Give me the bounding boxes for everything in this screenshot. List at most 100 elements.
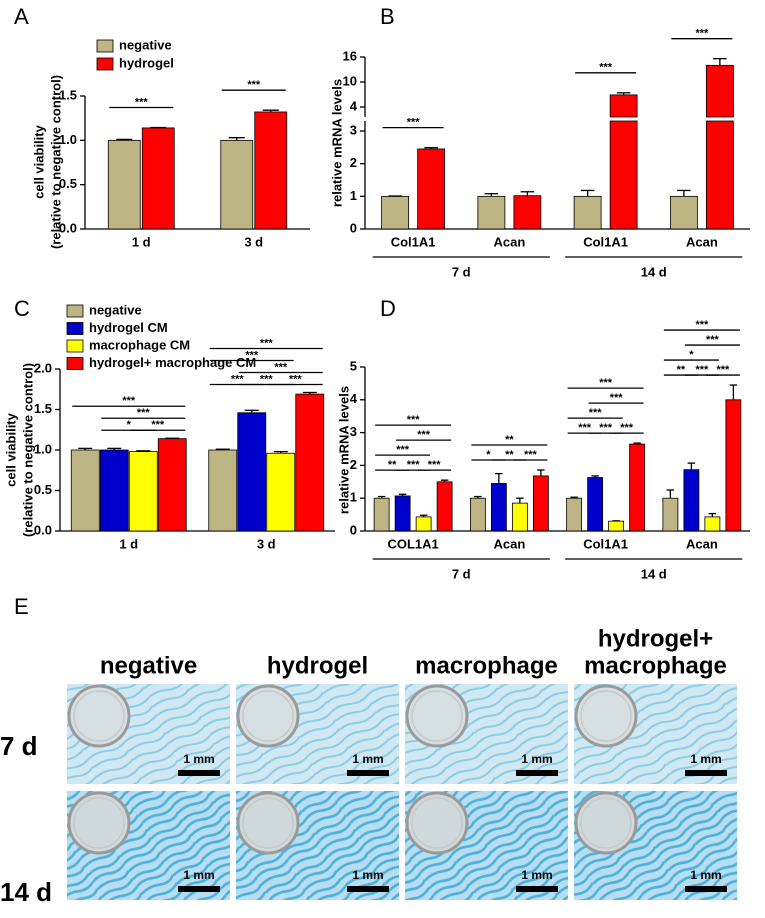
y-tick-label: 0	[350, 522, 357, 537]
scale-bar	[516, 886, 558, 892]
y-tick-label: 1.0	[59, 132, 77, 147]
x-tick-label: Col1A1	[391, 234, 436, 249]
bar	[237, 412, 267, 532]
x-tick-label: COL1A1	[387, 536, 438, 551]
y-axis-label: (relative to negative control)	[48, 75, 63, 249]
significance-label: ***	[260, 337, 274, 349]
scale-bar	[685, 770, 727, 776]
micrograph: 1 mm	[574, 791, 737, 900]
y-tick-label: 4	[350, 391, 358, 406]
bar	[415, 516, 432, 532]
significance-label: ***	[137, 407, 151, 419]
significance-label: *	[689, 349, 694, 361]
significance-label: ***	[695, 364, 709, 376]
well-inner	[73, 690, 125, 742]
group-label: 7 d	[452, 264, 471, 279]
scale-bar	[516, 770, 558, 776]
significance-label: ***	[407, 414, 421, 426]
bar	[417, 148, 446, 230]
significance-label: ***	[260, 373, 274, 385]
legend-swatch	[66, 357, 84, 370]
well-photo	[405, 791, 469, 855]
bar	[705, 64, 734, 118]
bar	[254, 111, 288, 230]
scale-bar-label: 1 mm	[521, 868, 552, 882]
y-tick-label: 16	[343, 48, 357, 63]
y-tick-label: 2.0	[34, 360, 52, 375]
well-inner	[580, 797, 632, 849]
significance-label: ***	[396, 444, 410, 456]
micrograph: 1 mm	[405, 791, 568, 900]
well-photo	[574, 684, 638, 748]
significance-label: ***	[610, 392, 624, 404]
significance-label: ***	[289, 373, 303, 385]
well-inner	[242, 797, 294, 849]
bar	[490, 483, 507, 532]
micrograph: 1 mm	[236, 684, 399, 784]
significance-label: ***	[122, 395, 136, 407]
bar	[266, 452, 296, 532]
significance-label: ***	[620, 422, 634, 434]
y-axis-label: (relative to negative control)	[20, 363, 35, 537]
significance-label: **	[677, 364, 686, 376]
bar	[513, 195, 542, 230]
bar	[532, 475, 549, 532]
x-tick-label: 1 d	[132, 234, 151, 249]
bar	[609, 94, 638, 118]
significance-label: **	[505, 434, 514, 446]
well-photo	[405, 684, 469, 748]
well-photo	[67, 791, 131, 855]
legend-swatch	[96, 39, 114, 53]
significance-label: ***	[274, 361, 288, 373]
well-inner	[73, 797, 125, 849]
legend-label: hydrogel+ macrophage CM	[89, 355, 256, 370]
legend-swatch	[66, 304, 84, 318]
x-tick-label: 3 d	[244, 234, 263, 249]
x-tick-label: Acan	[493, 234, 525, 249]
y-axis-label: relative mRNA levels	[329, 79, 344, 207]
scale-bar-label: 1 mm	[352, 752, 383, 766]
significance-label: ***	[695, 28, 709, 40]
bar	[107, 139, 141, 230]
bar	[70, 449, 100, 532]
bar	[725, 399, 742, 532]
well-photo	[67, 684, 131, 748]
y-tick-label: 10	[343, 73, 357, 88]
bar	[683, 469, 700, 532]
bar	[587, 477, 604, 532]
scale-bar-label: 1 mm	[690, 868, 721, 882]
column-header: hydrogel	[267, 652, 368, 679]
significance-label: ***	[599, 62, 613, 74]
scale-bar-label: 1 mm	[183, 868, 214, 882]
significance-label: ***	[428, 459, 442, 471]
bar	[629, 443, 646, 532]
bar	[295, 393, 325, 532]
scale-bar	[685, 886, 727, 892]
scale-bar-label: 1 mm	[352, 868, 383, 882]
scale-bar	[178, 886, 220, 892]
legend-label: negative	[119, 37, 172, 52]
significance-label: ***	[231, 373, 245, 385]
y-tick-label: 0.0	[34, 522, 52, 537]
significance-label: ***	[407, 117, 421, 129]
significance-label: ***	[599, 422, 613, 434]
y-tick-label: 3	[350, 122, 357, 137]
panel-letter: A	[14, 4, 29, 29]
bar	[511, 502, 528, 532]
well-inner	[580, 690, 632, 742]
group-label: 7 d	[452, 566, 471, 581]
panel-letter: C	[14, 296, 30, 321]
legend-label: hydrogel	[119, 55, 174, 70]
bar-lower-segment	[609, 120, 638, 230]
column-header: hydrogel+	[598, 625, 713, 652]
x-tick-label: 3 d	[257, 536, 276, 551]
column-header: negative	[100, 652, 197, 679]
legend-swatch	[96, 57, 114, 71]
x-tick-label: Acan	[686, 234, 718, 249]
bar	[128, 451, 158, 532]
bar	[208, 449, 238, 532]
bar	[436, 481, 453, 532]
significance-label: ***	[695, 319, 709, 331]
bar	[469, 497, 486, 532]
